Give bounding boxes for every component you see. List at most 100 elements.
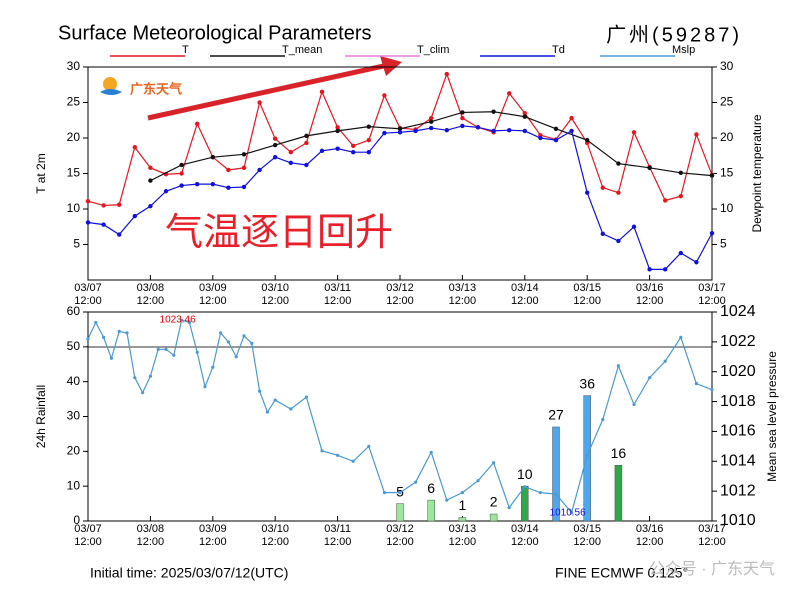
series-point [631, 130, 637, 135]
series-point [85, 198, 91, 204]
series-point [678, 250, 683, 256]
series-point [210, 154, 215, 160]
bar-label: 2 [490, 494, 498, 510]
series-point [265, 410, 269, 414]
series-point [554, 492, 558, 496]
series-point [195, 181, 200, 187]
series-point [258, 389, 262, 393]
series-point [397, 126, 403, 131]
bar [552, 426, 560, 522]
series-point [304, 140, 309, 146]
series-point [647, 267, 652, 272]
y-tick-label: 20 [67, 130, 81, 144]
y2-tick-label: 10 [720, 201, 734, 215]
x-tick-label: 03/08 12:00 [136, 523, 165, 548]
series-point [429, 115, 434, 121]
series-point [491, 128, 496, 134]
series-point [132, 213, 137, 219]
series-point [319, 148, 325, 153]
series-point [336, 453, 340, 457]
series-point [523, 485, 527, 489]
series-point [210, 181, 215, 187]
x-tick-label: 03/14 12:00 [511, 282, 539, 307]
x-tick-label: 03/11 12:00 [323, 523, 352, 548]
series-point [273, 154, 278, 160]
x-tick-label: 03/15 12:00 [573, 523, 601, 548]
x-tick-label: 03/16 12:00 [635, 523, 664, 548]
bar [489, 513, 498, 522]
y2-tick-label: 1022 [720, 333, 756, 350]
series-point [273, 398, 277, 402]
series-point [148, 203, 153, 209]
legend-label: Td [552, 44, 565, 56]
bar-label: 1 [459, 497, 467, 513]
x-tick-label: 03/14 12:00 [511, 523, 539, 548]
series-point [351, 459, 355, 463]
series-point [241, 184, 247, 190]
x-tick-label: 03/07 12:00 [74, 282, 102, 307]
series-point [335, 128, 340, 134]
series-point [179, 183, 184, 188]
station: 广州(59287) [606, 23, 742, 46]
series-point [569, 128, 574, 134]
series-point [710, 388, 714, 392]
y2-tick-label: 1012 [720, 482, 756, 499]
series-point [234, 355, 238, 359]
legend-label: T_mean [282, 44, 322, 56]
series-point [616, 364, 621, 368]
series-point [366, 124, 371, 129]
series-point [94, 320, 98, 325]
series-point [413, 128, 418, 134]
series-point [522, 128, 527, 134]
series-point [507, 127, 512, 133]
series-point [242, 334, 246, 338]
x-tick-label: 03/08 12:00 [136, 282, 165, 307]
init-time: Initial time: 2025/03/07/12(UTC) [90, 565, 288, 581]
series-point [164, 347, 168, 351]
series-point [631, 224, 637, 229]
series-point [102, 335, 106, 339]
series-point [273, 136, 278, 141]
series-point [709, 173, 715, 178]
series-point [382, 491, 386, 495]
bar-label: 16 [611, 445, 627, 461]
y2-tick-label: 1014 [720, 453, 756, 470]
legend-label: Mslp [672, 44, 695, 56]
x-tick-label: 03/11 12:00 [323, 282, 352, 307]
series-point [429, 450, 433, 454]
y-tick-label: 40 [67, 374, 81, 388]
series-point [203, 385, 207, 389]
series-point [460, 110, 465, 115]
series-point [148, 374, 152, 378]
series-point [475, 125, 481, 130]
series-point [648, 376, 652, 380]
series-point [600, 231, 605, 237]
series-point [351, 150, 356, 155]
series-point [678, 170, 683, 175]
series-point [553, 126, 559, 131]
series-point [125, 331, 129, 335]
series-point [367, 444, 371, 448]
series-point [351, 143, 356, 149]
x-tick-label: 03/16 12:00 [635, 282, 664, 307]
series-point [250, 341, 254, 345]
series-point [195, 350, 199, 354]
series-point [678, 194, 683, 199]
x-tick-label: 03/12 12:00 [386, 523, 414, 548]
series-point [85, 220, 91, 225]
x-tick-label: 03/13 12:00 [448, 523, 477, 548]
series-point [226, 185, 231, 190]
series-point [179, 162, 184, 168]
series-point [187, 320, 191, 325]
series-point [335, 146, 340, 151]
bar [427, 499, 435, 522]
y-tick-label: 25 [67, 95, 81, 109]
series-point [585, 453, 589, 457]
watermark: 公众号 · 广东天气 [649, 560, 775, 578]
legend-label: T_clim [417, 44, 449, 56]
series-point [476, 479, 480, 483]
series-point [663, 198, 668, 203]
y2-tick-label: 1020 [720, 363, 756, 380]
series-point [257, 167, 262, 173]
x-tick-label: 03/17 12:00 [698, 282, 726, 307]
